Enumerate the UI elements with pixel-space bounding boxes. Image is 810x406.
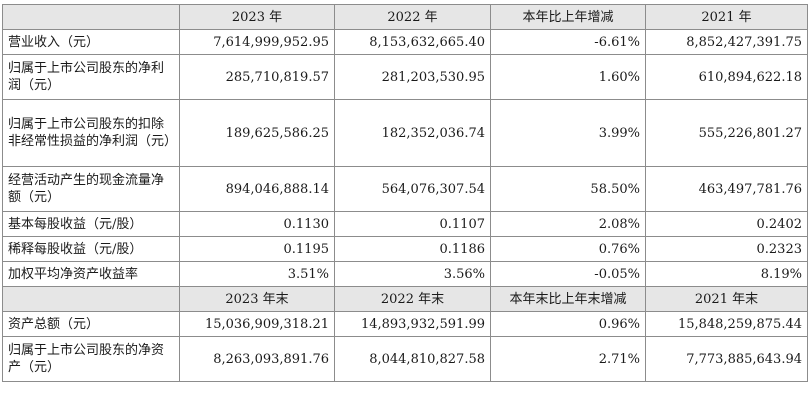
table-row: 经营活动产生的现金流量净额（元） 894,046,888.14 564,076,…: [2, 166, 808, 212]
table-row: 资产总额（元） 15,036,909,318.21 14,893,932,591…: [2, 311, 808, 337]
row-label: 归属于上市公司股东的净利润（元）: [2, 54, 180, 100]
table-cell: 0.2323: [645, 236, 808, 262]
table-row: 归属于上市公司股东的净利润（元） 285,710,819.57 281,203,…: [2, 54, 808, 100]
table-cell: 8,263,093,891.76: [179, 336, 335, 382]
table-cell: 0.1186: [334, 236, 491, 262]
row-label: 加权平均净资产收益率: [2, 261, 180, 287]
table-cell: 182,352,036.74: [334, 99, 491, 167]
row-label: 营业收入（元）: [2, 29, 180, 55]
table-row: 归属于上市公司股东的净资产（元） 8,263,093,891.76 8,044,…: [2, 336, 808, 382]
table-cell: 0.1130: [179, 211, 335, 237]
header-blank-cell: [2, 286, 180, 312]
header-blank-cell: [2, 4, 180, 30]
table-cell: 15,848,259,875.44: [645, 311, 808, 337]
table-cell: 463,497,781.76: [645, 166, 808, 212]
table-cell: 14,893,932,591.99: [334, 311, 491, 337]
table-cell: 0.2402: [645, 211, 808, 237]
table-cell: 0.76%: [490, 236, 646, 262]
table-cell: -6.61%: [490, 29, 646, 55]
table-cell: 7,614,999,952.95: [179, 29, 335, 55]
row-label: 稀释每股收益（元/股）: [2, 236, 180, 262]
table-cell: 0.96%: [490, 311, 646, 337]
table-row: 加权平均净资产收益率 3.51% 3.56% -0.05% 8.19%: [2, 261, 808, 287]
col-header-2022: 2022 年: [334, 4, 491, 30]
table-cell: 8,153,632,665.40: [334, 29, 491, 55]
col-header-2023: 2023 年: [179, 4, 335, 30]
table-cell: 0.1107: [334, 211, 491, 237]
table-cell: 285,710,819.57: [179, 54, 335, 100]
col-header-2021-end: 2021 年末: [645, 286, 808, 312]
table-cell: 7,773,885,643.94: [645, 336, 808, 382]
col-header-yoy-change: 本年比上年增减: [490, 4, 646, 30]
table-row: 基本每股收益（元/股） 0.1130 0.1107 2.08% 0.2402: [2, 211, 808, 237]
table-cell: 564,076,307.54: [334, 166, 491, 212]
table-cell: 8.19%: [645, 261, 808, 287]
col-header-2023-end: 2023 年末: [179, 286, 335, 312]
row-label: 经营活动产生的现金流量净额（元）: [2, 166, 180, 212]
table-cell: 8,044,810,827.58: [334, 336, 491, 382]
row-label: 归属于上市公司股东的净资产（元）: [2, 336, 180, 382]
row-label: 基本每股收益（元/股）: [2, 211, 180, 237]
table-cell: -0.05%: [490, 261, 646, 287]
table-row: 营业收入（元） 7,614,999,952.95 8,153,632,665.4…: [2, 29, 808, 55]
header-row-year-end: 2023 年末 2022 年末 本年末比上年末增减 2021 年末: [2, 286, 808, 312]
col-header-2022-end: 2022 年末: [334, 286, 491, 312]
table-cell: 610,894,622.18: [645, 54, 808, 100]
table-cell: 15,036,909,318.21: [179, 311, 335, 337]
table-row: 稀释每股收益（元/股） 0.1195 0.1186 0.76% 0.2323: [2, 236, 808, 262]
table-cell: 189,625,586.25: [179, 99, 335, 167]
financial-summary-table: 2023 年 2022 年 本年比上年增减 2021 年 营业收入（元） 7,6…: [2, 4, 808, 382]
row-label: 资产总额（元）: [2, 311, 180, 337]
table-cell: 3.56%: [334, 261, 491, 287]
table-cell: 894,046,888.14: [179, 166, 335, 212]
table-cell: 0.1195: [179, 236, 335, 262]
table-cell: 1.60%: [490, 54, 646, 100]
table-cell: 8,852,427,391.75: [645, 29, 808, 55]
table-cell: 555,226,801.27: [645, 99, 808, 167]
table-cell: 2.71%: [490, 336, 646, 382]
table-cell: 3.99%: [490, 99, 646, 167]
table-cell: 2.08%: [490, 211, 646, 237]
col-header-2021: 2021 年: [645, 4, 808, 30]
col-header-yoy-end-change: 本年末比上年末增减: [490, 286, 646, 312]
table-cell: 281,203,530.95: [334, 54, 491, 100]
row-label: 归属于上市公司股东的扣除非经常性损益的净利润（元）: [2, 99, 180, 167]
header-row-annual: 2023 年 2022 年 本年比上年增减 2021 年: [2, 4, 808, 30]
table-cell: 58.50%: [490, 166, 646, 212]
table-row: 归属于上市公司股东的扣除非经常性损益的净利润（元） 189,625,586.25…: [2, 99, 808, 167]
table-cell: 3.51%: [179, 261, 335, 287]
